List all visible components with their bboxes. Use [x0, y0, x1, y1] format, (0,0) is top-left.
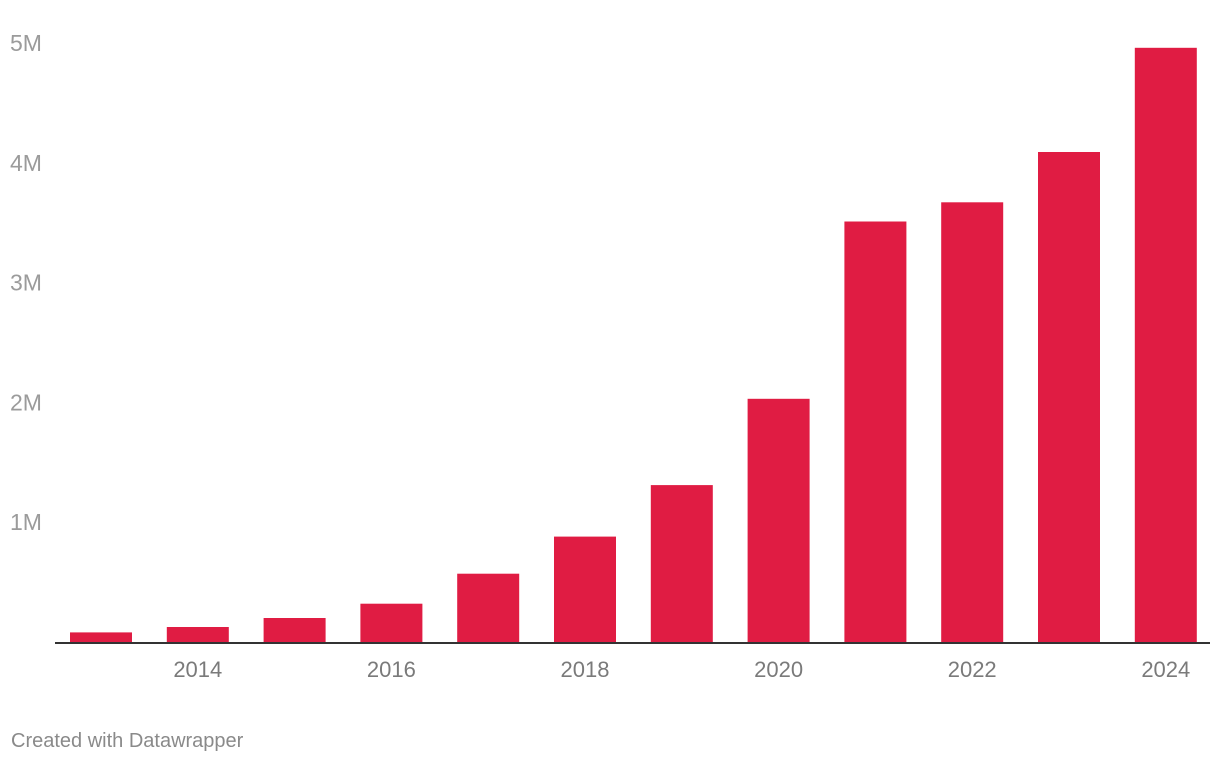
bar-chart-svg: 1M 2M 3M 4M 5M 2014 2016 2018 2020 2022 2024: [10, 30, 1210, 682]
x-tick-label: 2020: [754, 657, 803, 682]
chart: 1M 2M 3M 4M 5M 2014 2016 2018 2020 2022 2024: [10, 30, 1210, 682]
bar-2020: [747, 398, 810, 642]
bars-group: [70, 47, 1197, 643]
y-axis-labels: 1M 2M 3M 4M 5M: [10, 30, 42, 535]
x-tick-label: 2016: [367, 657, 416, 682]
credit-footer: Created with Datawrapper: [11, 730, 244, 752]
x-tick-label: 2018: [561, 657, 610, 682]
bar-2022: [941, 202, 1004, 643]
x-tick-label: 2024: [1141, 657, 1190, 682]
x-tick-label: 2022: [948, 657, 997, 682]
y-tick-label: 2M: [10, 389, 42, 415]
bar-2016: [360, 603, 423, 642]
bar-2024: [1134, 47, 1197, 643]
bar-2015: [263, 618, 326, 642]
bar-2018: [554, 536, 616, 642]
bar-2014: [166, 627, 229, 642]
bar-2023: [1038, 152, 1100, 642]
y-tick-label: 1M: [10, 509, 42, 535]
x-tick-label: 2014: [173, 657, 222, 682]
x-axis-labels: 2014 2016 2018 2020 2022 2024: [173, 657, 1190, 682]
bar-2013: [70, 632, 132, 642]
y-tick-label: 5M: [10, 30, 42, 56]
bar-2021: [844, 221, 907, 642]
bar-2019: [650, 485, 713, 642]
y-tick-label: 3M: [10, 270, 42, 296]
bar-2017: [457, 573, 520, 642]
y-tick-label: 4M: [10, 150, 42, 176]
